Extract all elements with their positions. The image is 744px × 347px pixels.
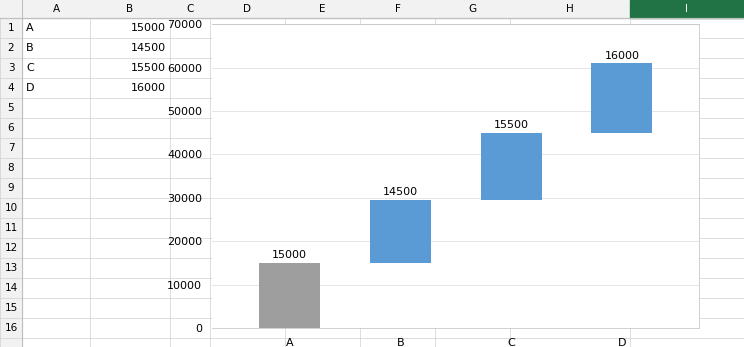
Text: 6: 6: [7, 123, 14, 133]
Text: 5: 5: [7, 103, 14, 113]
Text: 15000: 15000: [272, 250, 307, 260]
Bar: [210, 0, 285, 18]
Bar: [435, 0, 510, 18]
Text: 14500: 14500: [131, 43, 166, 53]
Text: 10: 10: [4, 203, 18, 213]
Text: 3: 3: [7, 63, 14, 73]
Text: 11: 11: [4, 223, 18, 233]
Text: 15500: 15500: [131, 63, 166, 73]
Bar: [0, 0, 22, 347]
Bar: [22, 0, 90, 18]
Text: E: E: [319, 4, 326, 14]
Text: 15000: 15000: [131, 23, 166, 33]
Bar: [90, 0, 170, 18]
Bar: [510, 0, 630, 18]
Text: 2: 2: [7, 43, 14, 53]
Text: H: H: [566, 4, 574, 14]
Text: 14500: 14500: [382, 187, 418, 197]
Text: 12: 12: [4, 243, 18, 253]
Text: C: C: [186, 4, 193, 14]
Text: I: I: [685, 4, 688, 14]
Text: A: A: [52, 4, 60, 14]
Text: 15500: 15500: [493, 120, 528, 130]
Bar: [630, 0, 744, 18]
Text: 13: 13: [4, 263, 18, 273]
Bar: [0, 0, 744, 18]
Text: 14: 14: [4, 283, 18, 293]
Bar: [591, 63, 652, 133]
Text: 9: 9: [7, 183, 14, 193]
Bar: [285, 0, 360, 18]
Bar: [170, 0, 210, 18]
Text: 8: 8: [7, 163, 14, 173]
Bar: [0, 0, 22, 18]
Text: 4: 4: [7, 83, 14, 93]
Text: 16000: 16000: [131, 83, 166, 93]
Text: D: D: [243, 4, 251, 14]
Text: 16000: 16000: [604, 51, 639, 61]
Text: 16: 16: [4, 323, 18, 333]
Text: B: B: [26, 43, 33, 53]
Text: D: D: [26, 83, 34, 93]
Text: 7: 7: [7, 143, 14, 153]
Text: 1: 1: [7, 23, 14, 33]
Text: C: C: [26, 63, 33, 73]
Bar: [360, 0, 435, 18]
Bar: [481, 133, 542, 200]
Bar: [259, 263, 320, 328]
Bar: [370, 200, 431, 263]
Text: G: G: [469, 4, 477, 14]
Text: 15: 15: [4, 303, 18, 313]
Text: A: A: [26, 23, 33, 33]
Text: F: F: [394, 4, 400, 14]
Text: B: B: [126, 4, 134, 14]
